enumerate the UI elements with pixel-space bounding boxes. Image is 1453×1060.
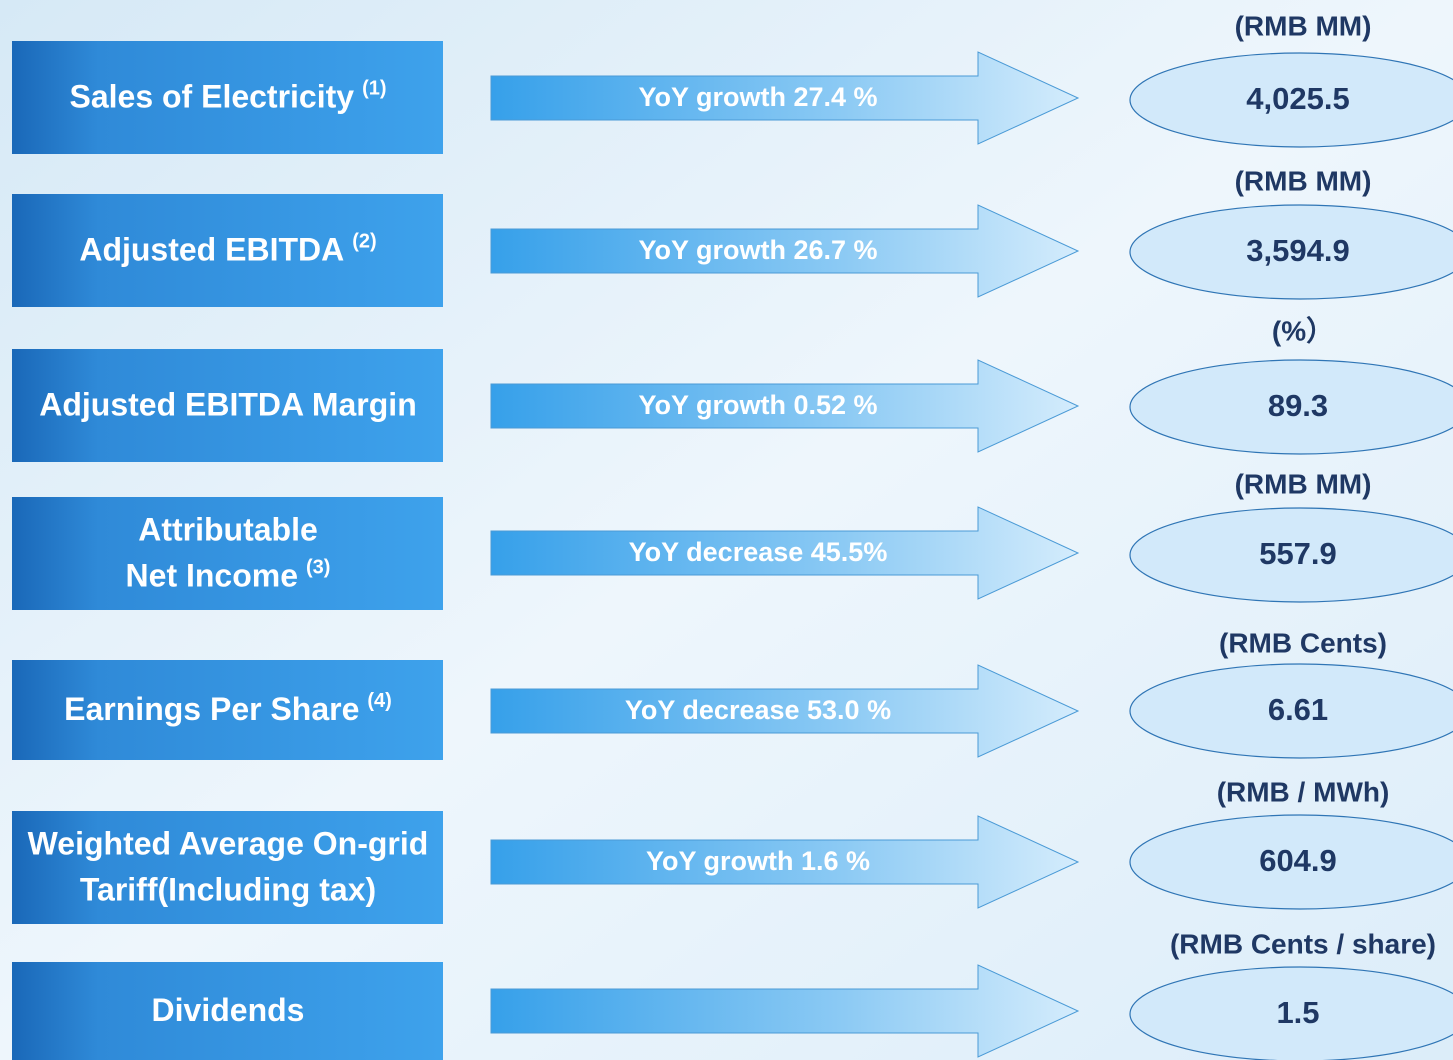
metric-value: 3,594.9 — [1246, 233, 1349, 268]
value-ellipse — [1129, 52, 1453, 148]
metric-label: Adjusted EBITDA (2) — [79, 231, 376, 268]
metric-value: 604.9 — [1259, 843, 1337, 878]
value-ellipse — [1129, 663, 1453, 759]
value-ellipse — [1129, 814, 1453, 910]
label-text: Dividends — [152, 992, 305, 1028]
change-text: YoY growth 27.4 % — [638, 82, 877, 112]
metric-value: 1.5 — [1276, 995, 1319, 1030]
change-text: YoY growth 0.52 % — [638, 390, 877, 420]
unit-label: (%） — [1272, 314, 1334, 346]
metric-value: 89.3 — [1268, 388, 1328, 423]
unit-label: (RMB MM) — [1235, 10, 1372, 41]
unit-label: (RMB Cents) — [1219, 627, 1387, 658]
arrow — [490, 815, 1080, 909]
metric-value: 6.61 — [1268, 692, 1328, 727]
value-ellipse — [1129, 507, 1453, 603]
metric-label: Weighted Average On-grid — [28, 826, 429, 862]
arrow — [490, 506, 1080, 600]
label-text: Adjusted EBITDA — [79, 232, 344, 268]
label-text: Weighted Average On-grid — [28, 826, 429, 862]
metric-box — [12, 41, 443, 154]
label-text: Net Income — [126, 558, 298, 594]
arrow — [490, 359, 1080, 453]
value-ellipse — [1129, 204, 1453, 300]
metric-box — [12, 962, 443, 1060]
arrow — [490, 204, 1080, 298]
metric-label: Adjusted EBITDA Margin — [39, 387, 416, 423]
change-text: YoY growth 26.7 % — [638, 235, 877, 265]
label-text: Attributable — [138, 512, 318, 548]
unit-label: (RMB MM) — [1235, 165, 1372, 196]
footnote-mark: (3) — [306, 557, 330, 579]
metric-label: Net Income (3) — [126, 557, 331, 594]
metric-label: Tariff(Including tax) — [80, 872, 376, 908]
metric-box — [12, 194, 443, 307]
unit-label: (RMB / MWh) — [1217, 776, 1390, 807]
footnote-mark: (4) — [367, 690, 391, 712]
metric-box — [12, 497, 443, 610]
metric-box — [12, 349, 443, 462]
metric-value: 557.9 — [1259, 536, 1337, 571]
unit-label: (RMB Cents / share) — [1170, 928, 1436, 959]
arrow — [490, 51, 1080, 145]
value-ellipse — [1129, 359, 1453, 455]
arrow — [490, 964, 1080, 1058]
footnote-mark: (2) — [352, 231, 376, 253]
metric-box — [12, 811, 443, 924]
label-text: Adjusted EBITDA Margin — [39, 387, 416, 423]
label-text: Tariff(Including tax) — [80, 872, 376, 908]
change-text: YoY decrease 45.5% — [629, 537, 888, 567]
arrow — [490, 664, 1080, 758]
label-text: Sales of Electricity — [69, 79, 354, 115]
metric-value: 4,025.5 — [1246, 81, 1349, 116]
value-ellipse — [1129, 966, 1453, 1060]
metric-label: Earnings Per Share (4) — [64, 690, 392, 727]
change-text: YoY decrease 53.0 % — [625, 695, 891, 725]
change-text: YoY growth 1.6 % — [646, 846, 870, 876]
metric-box — [12, 660, 443, 760]
unit-label: (RMB MM) — [1235, 468, 1372, 499]
metric-label: Sales of Electricity (1) — [69, 78, 386, 115]
metric-label: Dividends — [152, 992, 305, 1028]
label-text: Earnings Per Share — [64, 691, 359, 727]
footnote-mark: (1) — [362, 78, 386, 100]
metric-label: Attributable — [138, 512, 318, 548]
